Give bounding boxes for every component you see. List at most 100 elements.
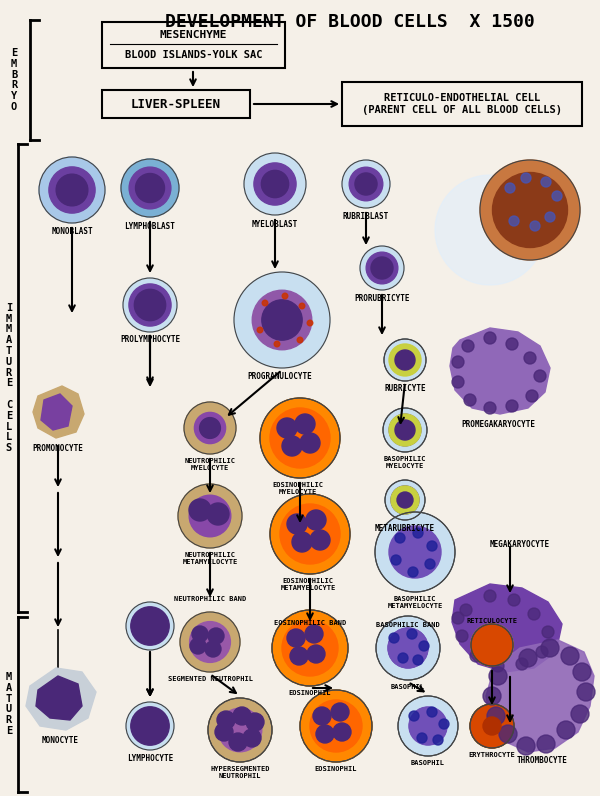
Circle shape [484,590,496,602]
Circle shape [398,696,458,756]
Circle shape [371,257,393,279]
Circle shape [189,495,231,537]
Circle shape [208,628,224,644]
Circle shape [397,492,413,508]
Circle shape [270,494,350,574]
Polygon shape [486,640,594,752]
Circle shape [184,402,236,454]
Text: THROMBOCYTE: THROMBOCYTE [517,756,568,765]
Circle shape [262,300,268,306]
Circle shape [217,711,235,729]
Circle shape [471,624,513,666]
Circle shape [310,700,362,752]
Text: LYMPHOBLAST: LYMPHOBLAST [125,222,175,231]
Circle shape [483,717,501,735]
Circle shape [131,707,169,745]
Circle shape [407,629,417,639]
Circle shape [270,408,330,468]
Text: PROGRANULOCYTE: PROGRANULOCYTE [248,372,313,381]
Circle shape [200,418,220,439]
Circle shape [395,533,405,543]
Circle shape [419,641,429,651]
Circle shape [39,157,105,223]
Circle shape [131,607,169,646]
Circle shape [487,707,505,725]
Text: BASOPHILIC
METAMYELOCYTE: BASOPHILIC METAMYELOCYTE [388,596,443,609]
Text: RETICULOCYTE: RETICULOCYTE [467,618,517,624]
Circle shape [425,559,435,569]
Circle shape [557,721,575,739]
Text: NEUTROPHILIC
MYELOCYTE: NEUTROPHILIC MYELOCYTE [185,458,235,471]
Circle shape [409,707,447,745]
Text: EOSINOPHILIC BAND: EOSINOPHILIC BAND [274,620,346,626]
Circle shape [287,514,307,534]
Polygon shape [41,394,72,430]
Text: EOSINOPHIL: EOSINOPHIL [315,766,357,772]
Circle shape [126,602,174,650]
Circle shape [537,735,555,753]
Circle shape [516,658,528,670]
Circle shape [129,284,171,326]
Circle shape [254,163,296,205]
Text: SEGMENTED NEUTROPHIL: SEGMENTED NEUTROPHIL [167,676,253,682]
Circle shape [299,303,305,309]
Circle shape [385,480,425,520]
Circle shape [136,174,164,202]
Polygon shape [452,584,562,672]
Circle shape [316,725,334,743]
Polygon shape [36,676,82,720]
Text: PROMONOCYTE: PROMONOCYTE [32,444,83,453]
Circle shape [389,633,399,643]
Circle shape [471,624,513,666]
Text: MESENCHYME: MESENCHYME [160,30,227,40]
Circle shape [134,289,166,321]
Text: PRORUBRICYTE: PRORUBRICYTE [354,294,410,303]
Circle shape [375,512,455,592]
Circle shape [277,418,297,438]
Circle shape [194,412,226,443]
Circle shape [492,660,504,672]
Circle shape [409,711,419,721]
Circle shape [577,683,595,701]
Circle shape [534,370,546,382]
Circle shape [388,628,428,668]
Polygon shape [450,328,550,414]
Circle shape [272,610,348,686]
Circle shape [552,191,562,201]
Text: EOSINOPHILIC
MYELOCYTE: EOSINOPHILIC MYELOCYTE [272,482,323,495]
Text: RETICULO-ENDOTHELIAL CELL
(PARENT CELL OF ALL BLOOD CELLS): RETICULO-ENDOTHELIAL CELL (PARENT CELL O… [362,93,562,115]
Circle shape [460,604,472,616]
Circle shape [234,272,330,368]
Circle shape [505,183,515,193]
Circle shape [349,167,383,201]
Circle shape [470,704,514,748]
Text: LIVER-SPLEEN: LIVER-SPLEEN [131,97,221,111]
Circle shape [452,376,464,388]
Circle shape [517,737,535,755]
Circle shape [218,708,262,751]
Circle shape [282,293,288,298]
Circle shape [190,638,206,654]
Polygon shape [26,668,96,730]
Text: HYPERSEGMENTED
NEUTROPHIL: HYPERSEGMENTED NEUTROPHIL [210,766,270,779]
Circle shape [391,555,401,565]
Text: BLOOD ISLANDS-YOLK SAC: BLOOD ISLANDS-YOLK SAC [125,50,262,60]
Circle shape [260,398,340,478]
Circle shape [205,641,221,657]
Circle shape [360,246,404,290]
Circle shape [257,327,263,333]
Circle shape [452,356,464,368]
Text: M
A
T
U
R
E: M A T U R E [6,672,12,736]
Circle shape [390,345,420,375]
Circle shape [571,705,589,723]
Circle shape [508,594,520,606]
Circle shape [409,708,446,744]
Circle shape [305,625,323,643]
Circle shape [489,667,507,685]
FancyBboxPatch shape [342,82,582,126]
Circle shape [506,400,518,412]
Circle shape [506,338,518,350]
Circle shape [398,653,408,663]
Circle shape [243,729,261,747]
Text: I
M
M
A
T
U
R
E
 
C
E
L
L
S: I M M A T U R E C E L L S [6,302,12,453]
